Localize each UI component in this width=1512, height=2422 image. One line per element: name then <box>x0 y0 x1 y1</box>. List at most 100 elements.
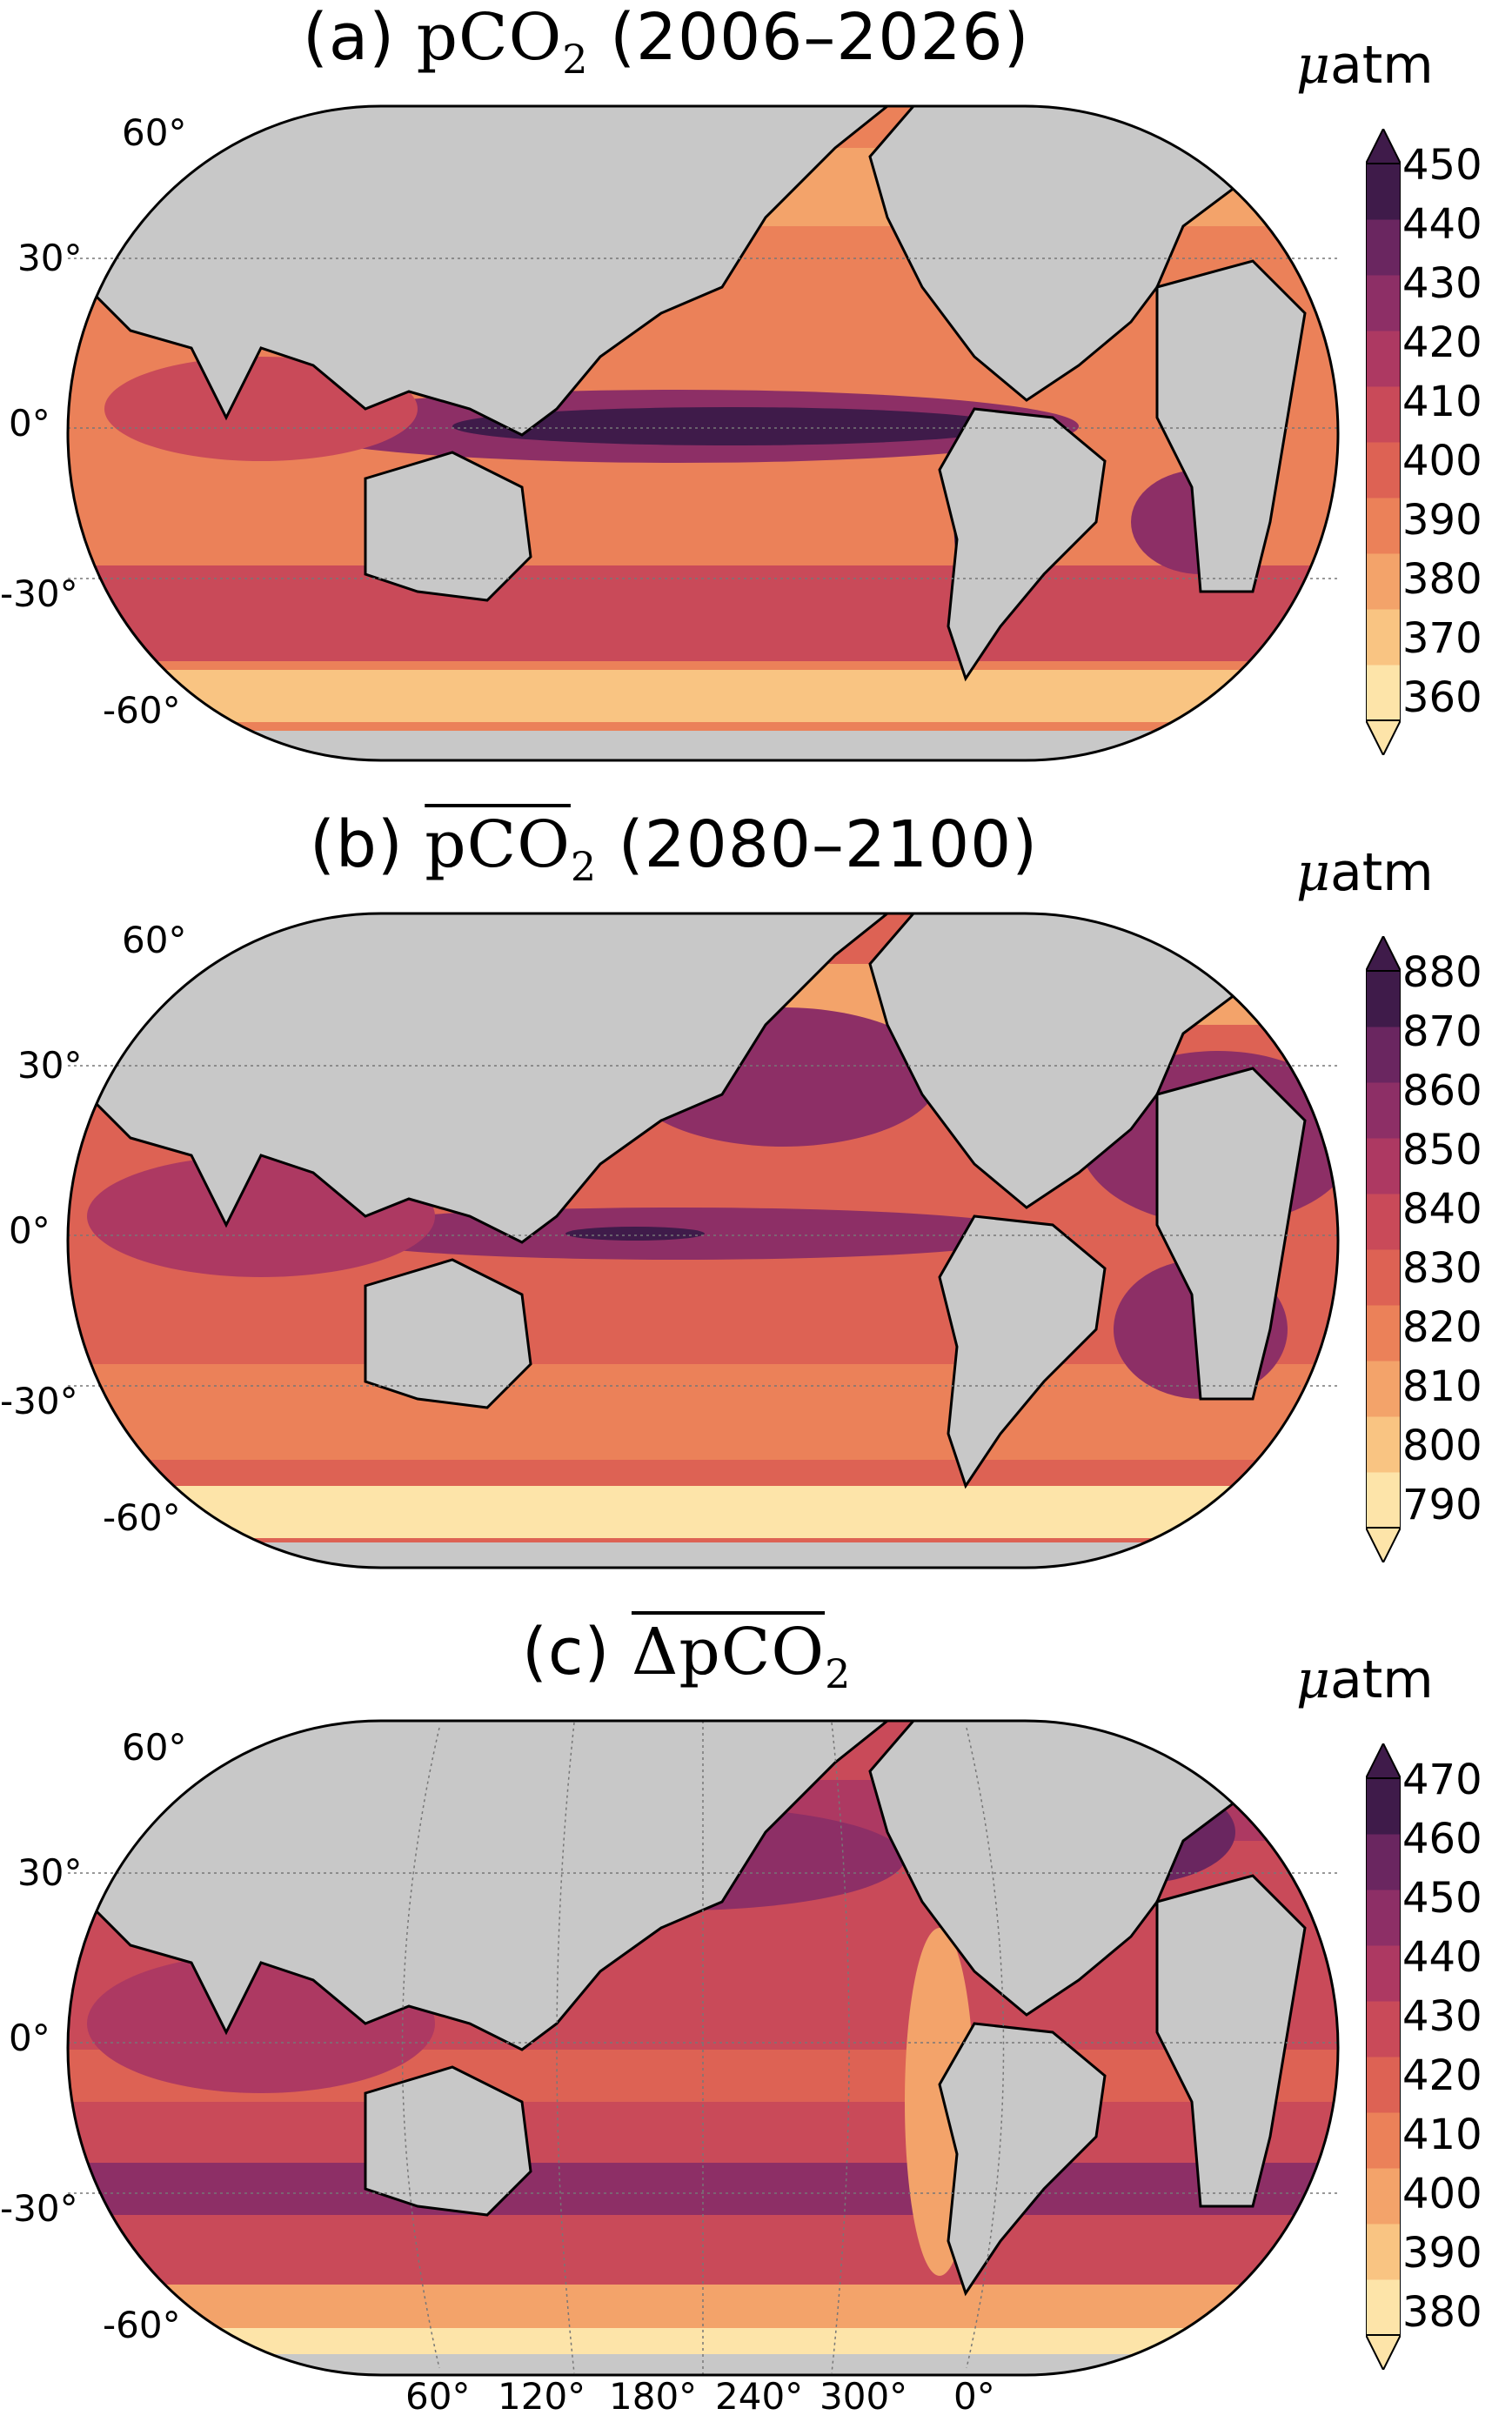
colorbar <box>1366 1743 1401 2370</box>
colorbar-tick: 850 <box>1402 1126 1482 1174</box>
colorbar-tick: 830 <box>1402 1244 1482 1293</box>
lon-label: 120° <box>498 2375 586 2418</box>
colorbar-segment <box>1366 2057 1401 2113</box>
colorbar-segment <box>1366 1416 1401 1473</box>
colorbar-segment <box>1366 219 1401 276</box>
lat-label-0: 0° <box>9 2017 50 2059</box>
colorbar-tick: 370 <box>1402 614 1482 663</box>
lon-label: 300° <box>820 2375 908 2418</box>
colorbar <box>1366 936 1401 1562</box>
colorbar-tick: 400 <box>1402 2170 1482 2218</box>
colorbar-tick: 470 <box>1402 1756 1482 1804</box>
colorbar-tick: 390 <box>1402 496 1482 545</box>
lon-label: 180° <box>609 2375 698 2418</box>
colorbar-segment <box>1366 609 1401 666</box>
colorbar-tick: 360 <box>1402 673 1482 722</box>
panel-title: (b) pCO2 (2080–2100) <box>310 807 1038 890</box>
colorbar-segment <box>1366 386 1401 443</box>
variable-subscript: 2 <box>825 1649 852 1697</box>
period: (2080–2100) <box>618 807 1039 882</box>
colorbar-segment <box>1366 1138 1401 1194</box>
colorbar-tick: 440 <box>1402 1933 1482 1982</box>
colorbar-segment <box>1366 553 1401 610</box>
map-b <box>66 912 1340 1569</box>
colorbar-tick: 400 <box>1402 437 1482 485</box>
panel-title: (a) pCO2 (2006–2026) <box>303 0 1030 83</box>
colorbar-segment <box>1366 1194 1401 1250</box>
colorbar-tick: 450 <box>1402 1874 1482 1923</box>
colorbar-segment <box>1366 1249 1401 1306</box>
lat-label-30: 30° <box>17 237 83 279</box>
colorbar-segment <box>1366 498 1401 554</box>
colorbar-segment <box>1366 442 1401 498</box>
colorbar-tick: 870 <box>1402 1007 1482 1056</box>
colorbar-segment <box>1366 164 1401 220</box>
colorbar <box>1366 129 1401 755</box>
colorbar-segment <box>1366 2112 1401 2169</box>
colorbar-tick: 440 <box>1402 200 1482 249</box>
colorbar-segment <box>1366 1945 1401 2002</box>
panel-c: (c) ΔpCO2 μatm <box>0 1615 1512 2422</box>
unit-label: μatm <box>1296 1649 1434 1710</box>
colorbar-tick: 380 <box>1402 555 1482 604</box>
colorbar-segment <box>1366 1778 1401 1835</box>
colorbar-segment <box>1366 2224 1401 2280</box>
map-a <box>66 104 1340 762</box>
colorbar-segment <box>1366 1027 1401 1083</box>
colorbar-tick: 820 <box>1402 1303 1482 1352</box>
map-c <box>66 1719 1340 2377</box>
colorbar-segment <box>1366 1082 1401 1139</box>
colorbar-tick: 430 <box>1402 1992 1482 2041</box>
period: (2006–2026) <box>610 0 1030 75</box>
colorbar-segment <box>1366 665 1401 721</box>
lat-label-60: 60° <box>122 919 187 961</box>
lat-label-minus60: -60° <box>103 1496 181 1539</box>
lat-label-30: 30° <box>17 1851 83 1894</box>
variable-name: ΔpCO <box>631 1615 826 1689</box>
panel-label: (a) <box>303 0 396 75</box>
longitude-labels: 60° 120° 180° 240° 300° 0° <box>0 2375 1512 2422</box>
unit-label: μatm <box>1296 35 1434 96</box>
colorbar-tick: 410 <box>1402 378 1482 426</box>
colorbar-segment <box>1366 2279 1401 2336</box>
colorbar-tick: 410 <box>1402 2111 1482 2159</box>
colorbar-segment <box>1366 1890 1401 1946</box>
colorbar-segment <box>1366 1834 1401 1890</box>
colorbar-segment <box>1366 331 1401 387</box>
colorbar-segment <box>1366 2168 1401 2225</box>
colorbar-tick: 880 <box>1402 948 1482 997</box>
panel-label: (c) <box>522 1615 611 1689</box>
panel-label: (b) <box>310 807 404 882</box>
variable-subscript: 2 <box>570 842 598 890</box>
colorbar-tick: 860 <box>1402 1067 1482 1115</box>
colorbar-segment <box>1366 275 1401 331</box>
panel-b: (b) pCO2 (2080–2100) μatm <box>0 807 1512 1615</box>
colorbar-tick: 420 <box>1402 318 1482 367</box>
lon-label: 0° <box>953 2375 995 2418</box>
colorbar-segment <box>1366 971 1401 1027</box>
colorbar-tick: 790 <box>1402 1481 1482 1529</box>
colorbar-tick: 450 <box>1402 141 1482 190</box>
colorbar-tick: 420 <box>1402 2051 1482 2100</box>
colorbar-tick: 800 <box>1402 1422 1482 1470</box>
colorbar-segment <box>1366 1472 1401 1529</box>
colorbar-segment <box>1366 2001 1401 2057</box>
unit-label: μatm <box>1296 842 1434 903</box>
colorbar-tick: 840 <box>1402 1185 1482 1234</box>
lon-label: 240° <box>715 2375 804 2418</box>
colorbar-segment <box>1366 1361 1401 1417</box>
lat-label-60: 60° <box>122 1726 187 1769</box>
colorbar-segment <box>1366 1305 1401 1362</box>
colorbar-tick: 380 <box>1402 2288 1482 2337</box>
lat-label-minus30: -30° <box>0 1380 78 1422</box>
variable-name: pCO <box>425 807 571 882</box>
lat-label-minus60: -60° <box>103 2304 181 2346</box>
lat-label-30: 30° <box>17 1044 83 1087</box>
panel-a: (a) pCO2 (2006–2026) μatm <box>0 0 1512 807</box>
colorbar-tick: 430 <box>1402 259 1482 308</box>
colorbar-segments <box>1366 1778 1401 2336</box>
lon-label: 60° <box>405 2375 471 2418</box>
panel-title: (c) ΔpCO2 <box>522 1615 851 1697</box>
lat-label-minus30: -30° <box>0 572 78 615</box>
colorbar-segments <box>1366 971 1401 1529</box>
